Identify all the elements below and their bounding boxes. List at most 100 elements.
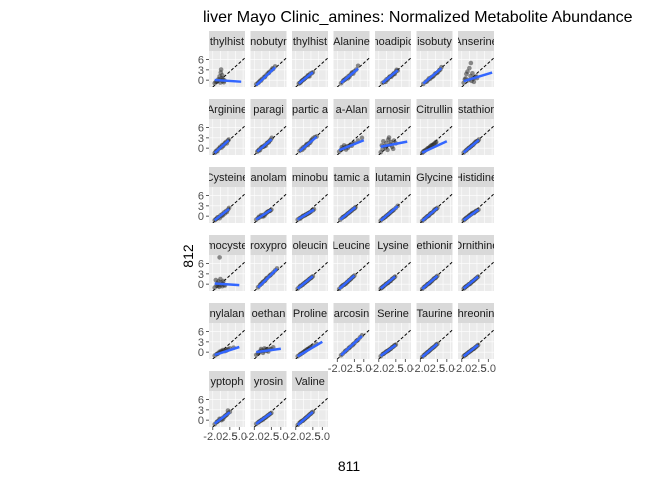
data-point — [388, 139, 394, 145]
fit-line — [422, 67, 443, 85]
facet-panel: oleucin — [292, 235, 328, 291]
identity-line — [378, 57, 411, 87]
fit-line — [297, 208, 315, 221]
facet-panel: lutamin — [375, 167, 411, 223]
facet-panel: roxypro — [250, 235, 287, 291]
panel-contents — [375, 51, 411, 87]
fit-line — [296, 275, 314, 290]
identity-line — [378, 125, 411, 155]
fit-line — [421, 342, 439, 358]
fit-line — [379, 205, 399, 222]
facet-strip-label: anolam — [250, 172, 286, 184]
fit-line — [380, 140, 408, 148]
facet-strip-label: Histidine — [455, 172, 497, 184]
facet-strip-label: isobuty — [417, 36, 452, 48]
facet-strip-label: stathior — [458, 104, 494, 116]
x-tick-label: -2.0 — [411, 363, 430, 375]
fit-line — [255, 66, 276, 87]
facet-panel: arnosir — [375, 99, 411, 155]
panel-contents — [458, 187, 494, 223]
y-tick-label: 6 — [198, 123, 204, 135]
y-tick-label: 3 — [198, 405, 204, 417]
facet-strip — [250, 99, 287, 119]
facet-panel: Histidine — [455, 167, 497, 223]
facet-strip-label: Serine — [377, 308, 409, 320]
x-tick-label: 5.0 — [356, 363, 371, 375]
facet-strip — [375, 31, 411, 51]
y-tick-label: 6 — [198, 259, 204, 271]
x-tick-label: 2.5 — [347, 363, 362, 375]
identity-line — [419, 57, 453, 87]
facet-strip-label: tamic a — [334, 172, 370, 184]
panel-contents — [250, 187, 287, 223]
facet-panel: ethionir — [416, 235, 453, 291]
facet-strip-label: Proline — [293, 308, 327, 320]
facet-strip-label: minobu — [292, 172, 328, 184]
panel-contents — [209, 323, 245, 359]
panel-contents — [333, 187, 370, 223]
facet-strip — [416, 99, 453, 119]
fit-line — [421, 206, 439, 222]
facet-strip — [292, 303, 328, 323]
facet-strip — [375, 167, 411, 187]
panel-background — [375, 51, 411, 87]
identity-line — [212, 261, 245, 291]
facet-strip-label: mocyste — [207, 240, 248, 252]
facet-strip-label: nobutyr — [250, 36, 287, 48]
facet-strip-label: Leucine — [332, 240, 371, 252]
facet-strip-label: nylalan — [210, 308, 245, 320]
data-point — [381, 138, 386, 144]
identity-line — [212, 125, 245, 155]
fit-line — [255, 411, 273, 425]
panel-background — [250, 119, 287, 155]
data-point — [468, 60, 474, 66]
panel-contents — [250, 255, 287, 291]
facet-strip — [333, 235, 370, 255]
facet-panel: Alanine — [333, 31, 370, 87]
fit-line — [213, 139, 230, 154]
panel-background — [333, 255, 370, 291]
panel-background — [250, 51, 287, 87]
facet-strip-label: Arginine — [207, 104, 247, 116]
panel-contents — [250, 51, 287, 87]
panel-contents — [458, 323, 494, 359]
facet-panel: paragi — [250, 99, 287, 155]
identity-line — [253, 397, 287, 427]
facet-strip — [209, 371, 245, 391]
identity-line — [253, 125, 287, 155]
y-tick-label: 0 — [198, 415, 204, 427]
identity-line — [461, 329, 494, 359]
facet-panel: Serine -2.0 2.55.0 — [369, 303, 413, 375]
panel-contents — [333, 323, 370, 359]
fit-line — [381, 69, 399, 84]
identity-line — [336, 261, 370, 291]
data-point — [464, 71, 469, 77]
facet-strip — [292, 371, 328, 391]
data-point — [213, 277, 219, 283]
facet-strip — [292, 99, 328, 119]
panel-contents — [292, 255, 328, 291]
panel-background — [292, 51, 328, 87]
panel-background — [416, 323, 453, 359]
y-tick-label: 3 — [198, 133, 204, 145]
identity-line — [253, 261, 287, 291]
identity-line — [461, 57, 494, 87]
facet-panel: Anserine — [458, 31, 494, 87]
y-tick-label: 6 — [198, 327, 204, 339]
facet-strip-label: Taurine — [416, 308, 452, 320]
panel-contents — [333, 255, 370, 291]
facet-strip — [458, 167, 494, 187]
identity-line — [378, 329, 411, 359]
fit-line — [296, 410, 314, 426]
panel-background — [209, 187, 245, 223]
facet-strip — [416, 31, 453, 51]
panel-contents — [458, 51, 494, 87]
fit-line — [214, 78, 242, 83]
identity-line — [336, 125, 370, 155]
x-tick-label: -2.0 — [245, 431, 264, 443]
facet-strip — [416, 235, 453, 255]
facet-strip — [209, 303, 245, 323]
fit-line — [463, 71, 493, 83]
panel-background — [250, 391, 287, 427]
panel-contents — [250, 119, 287, 155]
